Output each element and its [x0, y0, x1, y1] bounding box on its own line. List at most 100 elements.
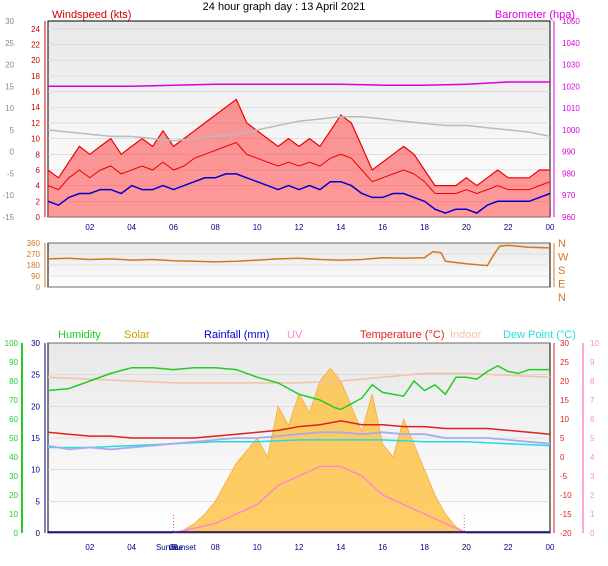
rainfall-tick-label: 30	[31, 339, 40, 348]
dewpoint-line	[48, 439, 551, 449]
humidity-tick-label: 20	[9, 491, 18, 500]
temperature-tick-label: -20	[560, 529, 572, 538]
climate-time-tick-label: 00	[546, 543, 555, 552]
temperature-tick-label: 25	[560, 358, 569, 367]
compass-label: N	[558, 238, 566, 250]
barometer-tick-label: 1040	[562, 39, 580, 48]
temperature-tick-label: 5	[560, 434, 565, 443]
wind-time-tick-label: 14	[336, 223, 345, 232]
wind-time-tick-label: 02	[85, 223, 94, 232]
climate-time-tick-label: 14	[336, 543, 345, 552]
barometer-tick-label: 960	[562, 213, 576, 222]
rainfall-tick-label: 25	[31, 371, 40, 380]
outer-temp-tick-label: -15	[2, 213, 14, 222]
windspeed-tick-label: 20	[31, 56, 40, 65]
rainfall-tick-label: 15	[31, 434, 40, 443]
barometer-tick-label: 1030	[562, 61, 580, 70]
uv-tick-label: 5	[590, 434, 595, 443]
climate-time-axis-ticks: 02 04 06 08 10 12 14 16 18 20 22 00	[85, 543, 555, 552]
humidity-tick-label: 30	[9, 472, 18, 481]
windspeed-tick-label: 24	[31, 25, 40, 34]
outer-temp-tick-label: 0	[10, 148, 15, 157]
uv-tick-label: 3	[590, 472, 595, 481]
graph-title: 24 hour graph day : 13 April 2021	[203, 1, 366, 13]
barometer-tick-label: 1050	[562, 17, 580, 26]
climate-time-tick-label: 10	[253, 543, 262, 552]
temperature-tick-label: -15	[560, 510, 572, 519]
outdoor-temp-grey-line	[47, 116, 551, 142]
wind-time-tick-label: 10	[253, 223, 262, 232]
climate-time-tick-label: 22	[504, 543, 513, 552]
rainfall-tick-label: 0	[36, 529, 41, 538]
climate-time-tick-label: 06	[169, 543, 178, 552]
rainfall-tick-label: 20	[31, 402, 40, 411]
direction-tick-label: 180	[27, 261, 41, 270]
windspeed-tick-label: 0	[36, 213, 41, 222]
uv-tick-label: 7	[590, 396, 595, 405]
indoor-temp-line	[47, 372, 551, 384]
barometer-axis-ticks: 960 970 980 990 1000 1010 1020 1030 1040 1050	[553, 17, 580, 222]
windspeed-tick-label: 12	[31, 119, 40, 128]
windspeed-tick-label: 16	[31, 88, 40, 97]
windspeed-axis-label: Windspeed (kts)	[52, 9, 131, 21]
humidity-line	[47, 364, 550, 411]
barometer-tick-label: 1010	[562, 104, 580, 113]
temperature-tick-label: -10	[560, 491, 572, 500]
windspeed-tick-label: 18	[31, 72, 40, 81]
windspeed-tick-label: 14	[31, 103, 40, 112]
wind-time-axis-ticks: 02 04 06 08 10 12 14 16 18 20 22 00	[85, 223, 555, 232]
uv-tick-label: 8	[590, 377, 595, 386]
rainfall-tick-label: 10	[31, 466, 40, 475]
windchill-line	[47, 431, 551, 451]
barometer-tick-label: 1000	[562, 126, 580, 135]
temperature-tick-label: 20	[560, 377, 569, 386]
wind-gust-line	[47, 98, 550, 187]
barometer-tick-label: 990	[562, 148, 576, 157]
temperature-tick-label: 15	[560, 396, 569, 405]
compass-label: N	[558, 292, 566, 304]
climate-time-tick-label: 12	[295, 543, 304, 552]
windspeed-tick-label: 2	[36, 197, 41, 206]
climate-time-tick-label: 16	[378, 543, 387, 552]
uv-tick-label: 10	[590, 339, 599, 348]
uv-tick-label: 6	[590, 415, 595, 424]
wind-panel: Windspeed (kts) Barometer (hpa) -15 -10 -5…	[2, 9, 580, 232]
wind-direction-line	[47, 244, 551, 267]
climate-legend-item: UV	[287, 329, 303, 341]
sunset-label: Sunset	[171, 543, 197, 552]
outer-temp-tick-label: 30	[5, 17, 14, 26]
outer-temp-tick-label: 5	[10, 126, 15, 135]
wind-time-tick-label: 16	[378, 223, 387, 232]
temperature-line	[47, 420, 551, 439]
uv-tick-label: 2	[590, 491, 595, 500]
rainfall-tick-label: 5	[36, 497, 41, 506]
barometer-tick-label: 970	[562, 191, 576, 200]
outer-temp-tick-label: -5	[7, 169, 15, 178]
outer-temp-tick-label: 20	[5, 61, 14, 70]
outer-temp-tick-label: 10	[5, 104, 14, 113]
windspeed-tick-label: 8	[36, 150, 41, 159]
uv-tick-label: 4	[590, 453, 595, 462]
barometer-axis-label: Barometer (hpa)	[495, 9, 575, 21]
uv-line	[173, 465, 467, 534]
compass-label: E	[558, 279, 565, 291]
humidity-tick-label: 80	[9, 377, 18, 386]
temperature-tick-label: -5	[560, 472, 568, 481]
humidity-tick-label: 90	[9, 358, 18, 367]
wind-gust-area	[48, 99, 550, 217]
climate-series	[47, 364, 551, 534]
wind-speed-line	[47, 141, 551, 195]
temperature-tick-label: 10	[560, 415, 569, 424]
humidity-tick-label: 70	[9, 396, 18, 405]
wind-time-tick-label: 12	[295, 223, 304, 232]
windspeed-tick-label: 6	[36, 166, 41, 175]
direction-gridlines	[48, 242, 550, 288]
climate-time-tick-label: 08	[211, 543, 220, 552]
direction-tick-label: 90	[31, 272, 40, 281]
humidity-tick-label: 100	[5, 339, 19, 348]
wind-time-tick-label: 22	[504, 223, 513, 232]
humidity-axis-ticks: 0 10 20 30 40 50 60 70 80 90 100	[5, 339, 23, 538]
